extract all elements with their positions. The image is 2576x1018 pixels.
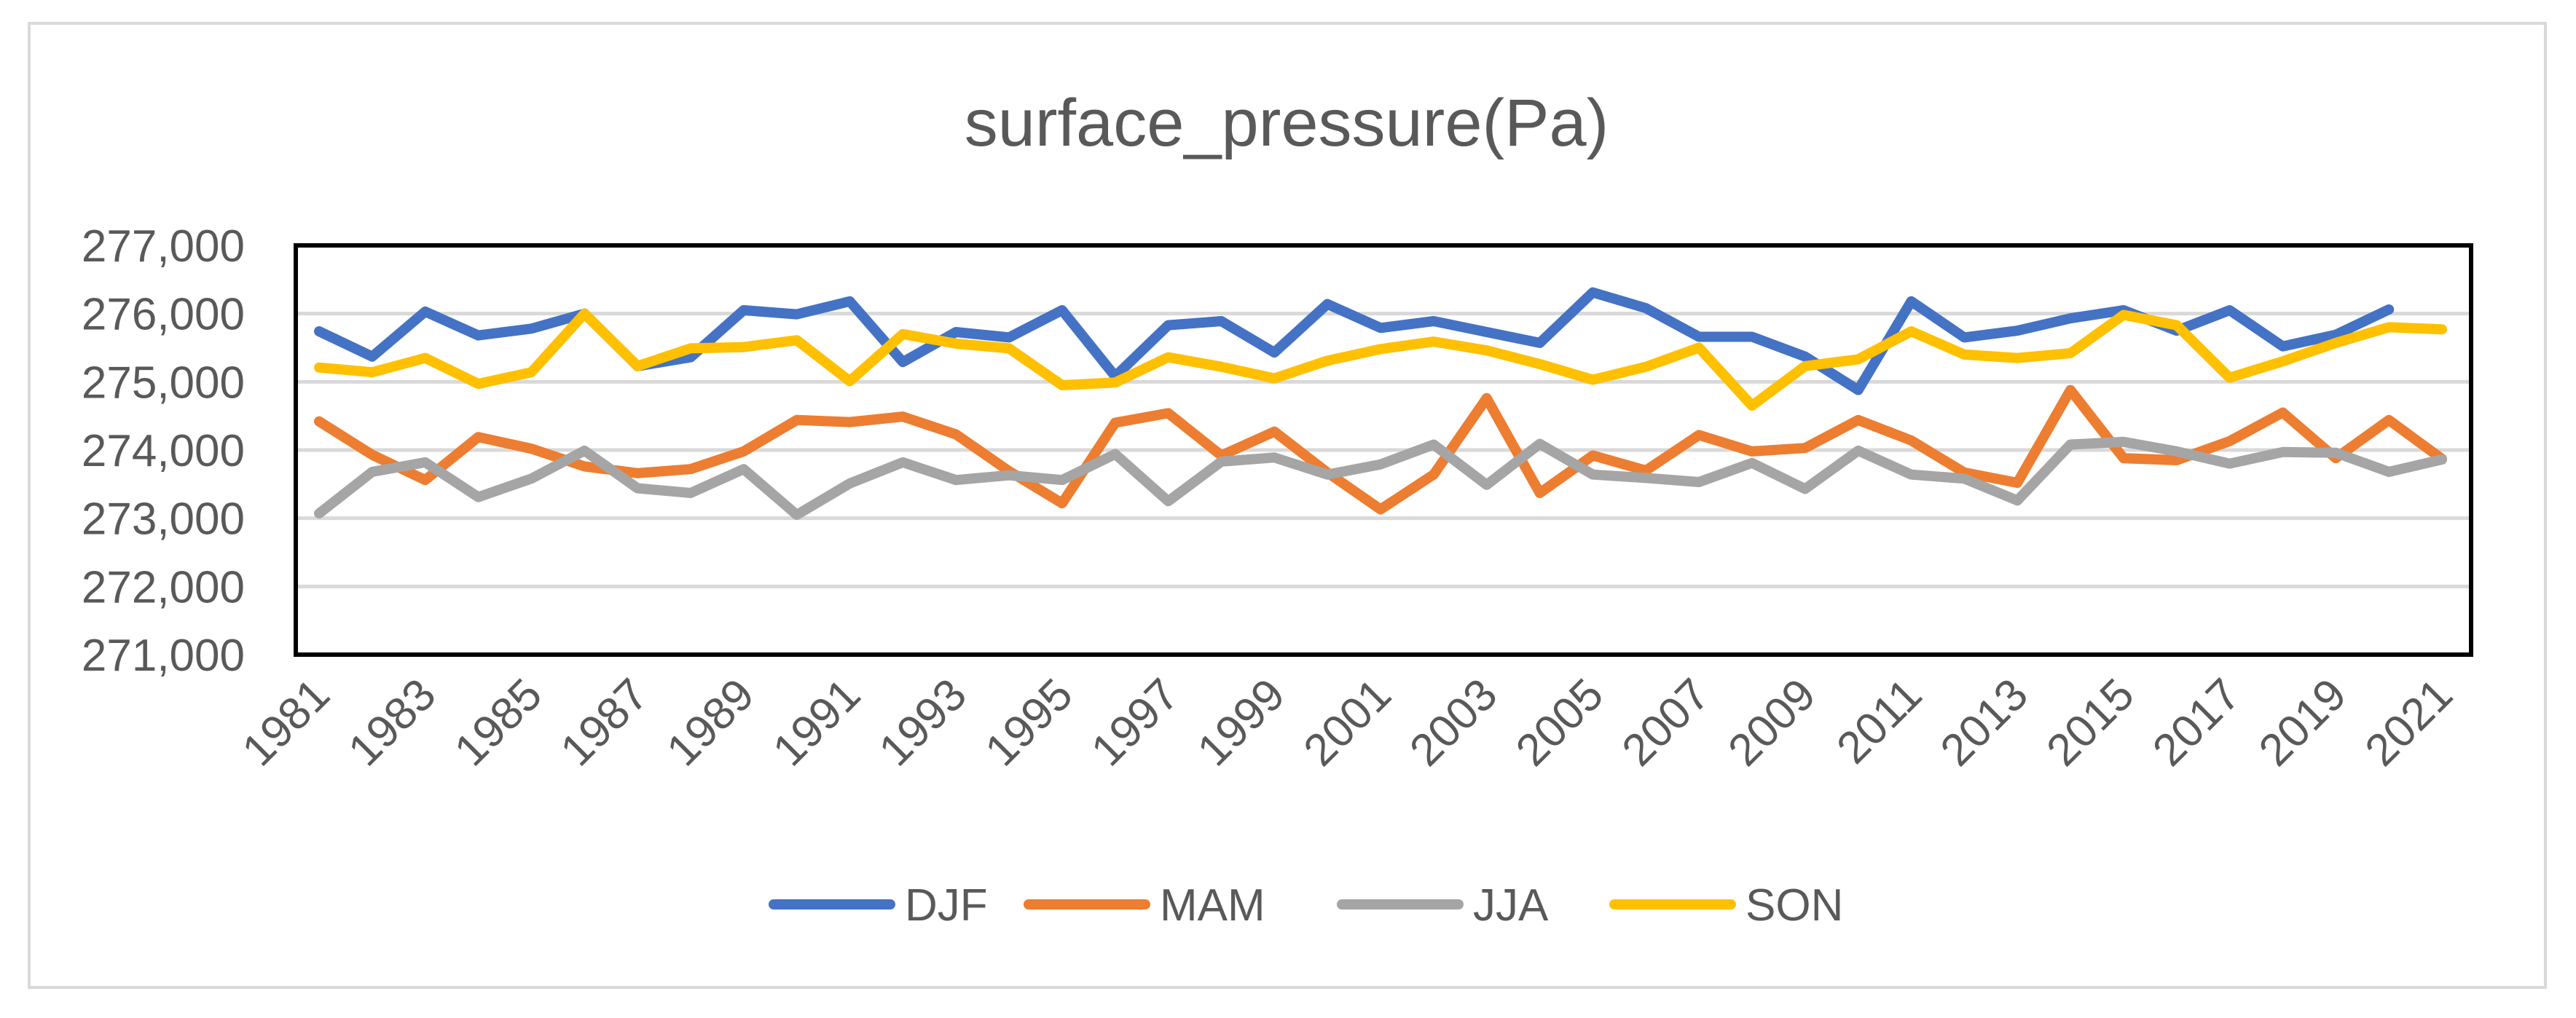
x-tick-label: 2021: [2356, 669, 2462, 776]
x-tick-label: 2015: [2037, 669, 2143, 776]
x-tick-label: 2007: [1613, 669, 1719, 776]
legend-label-djf: DJF: [905, 880, 988, 931]
x-tick-label: 2019: [2250, 669, 2356, 776]
y-tick-label: 277,000: [82, 221, 245, 272]
y-tick-label: 275,000: [82, 358, 245, 408]
plot-border: [294, 243, 2473, 657]
x-tick-label: 2001: [1295, 669, 1401, 776]
y-tick-label: 274,000: [82, 426, 245, 476]
x-tick-label: 2013: [1931, 669, 2038, 776]
x-tick-label: 1997: [1082, 669, 1188, 776]
x-tick-label: 1991: [763, 669, 870, 776]
y-tick-label: 271,000: [82, 631, 245, 681]
x-tick-label: 2009: [1719, 669, 1825, 776]
x-tick-label: 1987: [551, 669, 658, 776]
x-tick-label: 2011: [1827, 669, 1931, 773]
x-tick-label: 2017: [2143, 669, 2250, 776]
y-tick-label: 273,000: [82, 494, 245, 545]
y-tick-label: 276,000: [82, 290, 245, 340]
x-tick-label: 1993: [870, 669, 976, 776]
x-tick-label: 1995: [975, 669, 1082, 776]
series-line-son: [314, 308, 2447, 411]
x-tick-label: 1985: [445, 669, 551, 776]
x-tick-label: 1999: [1188, 669, 1295, 776]
x-tick-label: 2003: [1400, 669, 1507, 776]
y-tick-label: 272,000: [82, 562, 245, 612]
chart-title: surface_pressure(Pa): [965, 86, 1609, 160]
series-line-jja: [314, 436, 2447, 520]
series-line-mam: [314, 384, 2447, 515]
x-tick-label: 1989: [657, 669, 763, 776]
chart-area: [28, 22, 2547, 989]
legend-label-son: SON: [1746, 880, 1843, 931]
legend-label-mam: MAM: [1160, 880, 1265, 931]
x-tick-label: 1983: [339, 669, 445, 776]
x-tick-label: 2005: [1507, 669, 1613, 776]
x-tick-label: 1981: [233, 669, 339, 776]
legend-label-jja: JJA: [1473, 880, 1549, 931]
